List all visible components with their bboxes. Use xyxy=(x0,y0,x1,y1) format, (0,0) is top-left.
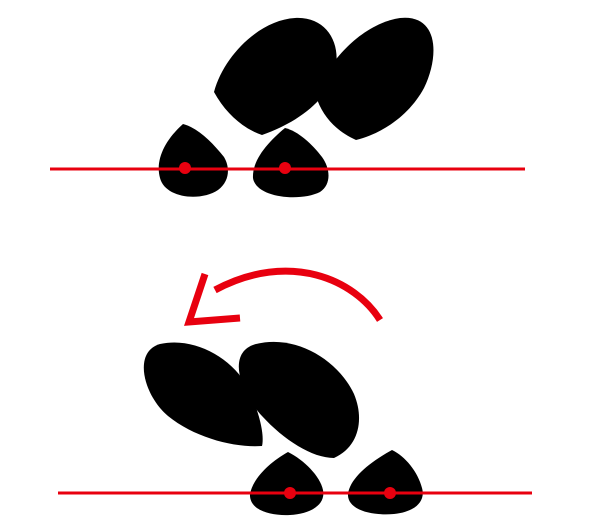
pivot-dot-icon xyxy=(179,162,191,174)
left-shoe-sole-bottom xyxy=(143,342,263,447)
right-shoe-heel-top xyxy=(252,128,329,198)
pivot-dot-icon xyxy=(284,487,296,499)
left-shoe-heel-top xyxy=(158,124,228,197)
right-shoe-sole-bottom xyxy=(238,341,360,458)
right-shoe-heel-bottom xyxy=(347,450,423,515)
right-shoe-sole-top xyxy=(316,17,434,141)
pivot-dot-icon xyxy=(384,487,396,499)
bottom-step-panel xyxy=(58,341,532,516)
top-step-panel xyxy=(50,17,525,198)
left-shoe-sole-top xyxy=(214,17,337,136)
rotation-arrow-icon xyxy=(184,267,383,326)
left-shoe-heel-bottom xyxy=(249,452,324,516)
pivot-dot-icon xyxy=(279,162,291,174)
